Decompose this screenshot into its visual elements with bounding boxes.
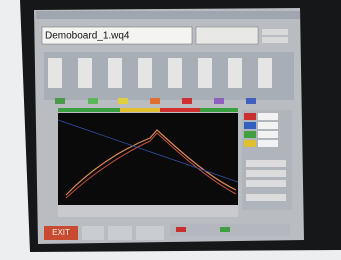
side-field: [196, 27, 258, 44]
photo: Demoboard_1.wq4 EXIT: [0, 0, 341, 260]
control-strip: [44, 52, 294, 104]
small-button[interactable]: [262, 37, 288, 43]
panel-button[interactable]: [246, 160, 286, 167]
button[interactable]: [108, 226, 132, 240]
menu-bar: [36, 11, 300, 19]
file-name: Demoboard_1.wq4: [45, 31, 130, 42]
exit-label: EXIT: [52, 228, 70, 237]
panel-button[interactable]: [246, 194, 286, 201]
small-button[interactable]: [262, 29, 288, 35]
x-axis: [58, 205, 238, 217]
button[interactable]: [136, 226, 164, 240]
status-mark: [220, 227, 230, 232]
range-bar: [120, 108, 160, 112]
range-bar: [160, 108, 200, 112]
value-panel: [242, 110, 292, 210]
panel-button[interactable]: [246, 180, 286, 187]
panel-button[interactable]: [246, 170, 286, 177]
plot-area: [58, 113, 238, 205]
button[interactable]: [82, 226, 104, 240]
status-mark: [176, 227, 186, 232]
